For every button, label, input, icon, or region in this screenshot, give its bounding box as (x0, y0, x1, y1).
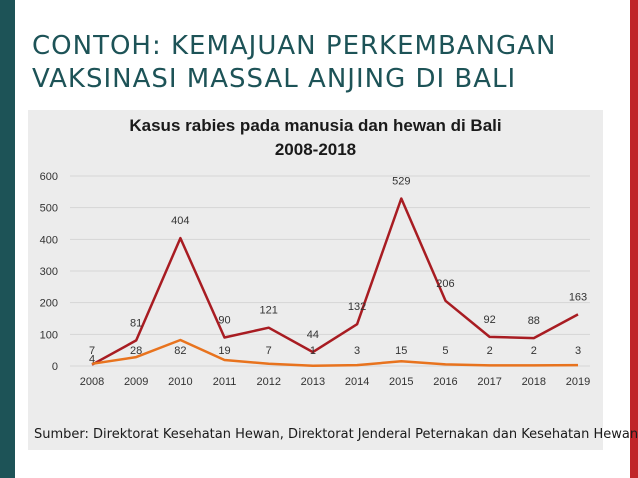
x-tick-label: 2019 (566, 376, 590, 388)
y-tick-label: 600 (40, 171, 58, 183)
slide-title: CONTOH: KEMAJUAN PERKEMBANGAN VAKSINASI … (32, 30, 612, 96)
x-tick-label: 2013 (301, 376, 325, 388)
data-label: 4 (89, 354, 95, 366)
data-label: 15 (395, 345, 407, 357)
x-tick-label: 2016 (433, 376, 457, 388)
x-tick-label: 2011 (213, 376, 237, 388)
slide-title-line-1: CONTOH: KEMAJUAN PERKEMBANGAN (32, 31, 557, 61)
data-label: 5 (442, 345, 448, 357)
data-label: 3 (575, 345, 581, 357)
data-label: 92 (484, 314, 496, 326)
x-tick-label: 2010 (168, 376, 192, 388)
x-tick-label: 2018 (522, 376, 546, 388)
data-label: 19 (218, 345, 230, 357)
x-tick-label: 2014 (345, 376, 369, 388)
right-accent-bar (630, 0, 638, 478)
chart-panel (28, 110, 603, 450)
data-label: 1 (310, 345, 316, 357)
data-label: 82 (174, 345, 186, 357)
data-label: 2 (531, 345, 537, 357)
chart-title-line-2: 2008-2018 (274, 140, 357, 159)
data-label: 529 (392, 175, 410, 187)
data-label: 3 (354, 345, 360, 357)
series-line-2 (91, 338, 579, 367)
series-line-1 (91, 197, 579, 366)
data-label: 28 (130, 345, 142, 357)
data-label: 163 (569, 291, 587, 303)
slide-title-line-2: VAKSINASI MASSAL ANJING DI BALI (32, 64, 517, 94)
data-label: 206 (436, 278, 454, 290)
data-label: 121 (260, 305, 278, 317)
data-label: 7 (266, 345, 272, 357)
x-tick-label: 2017 (477, 376, 501, 388)
chart-title: Kasus rabies pada manusia dan hewan di B… (28, 114, 603, 162)
x-tick-label: 2015 (389, 376, 413, 388)
y-tick-label: 200 (40, 298, 58, 310)
data-label: 90 (218, 315, 230, 327)
data-label: 2 (487, 345, 493, 357)
data-label: 7 (89, 345, 95, 357)
y-tick-label: 300 (40, 266, 58, 278)
left-accent-bar (0, 0, 15, 478)
data-label: 404 (171, 215, 189, 227)
chart-title-line-1: Kasus rabies pada manusia dan hewan di B… (129, 116, 502, 135)
data-label: 44 (307, 329, 319, 341)
data-label: 132 (348, 301, 366, 313)
y-tick-label: 500 (40, 203, 58, 215)
source-note: Sumber: Direktorat Kesehatan Hewan, Dire… (34, 427, 638, 442)
y-tick-label: 100 (40, 329, 58, 341)
x-tick-label: 2012 (256, 376, 280, 388)
x-tick-label: 2009 (124, 376, 148, 388)
data-label: 88 (528, 315, 540, 327)
y-tick-label: 0 (52, 361, 58, 373)
data-label: 81 (130, 317, 142, 329)
y-tick-label: 400 (40, 234, 58, 246)
x-tick-label: 2008 (80, 376, 104, 388)
